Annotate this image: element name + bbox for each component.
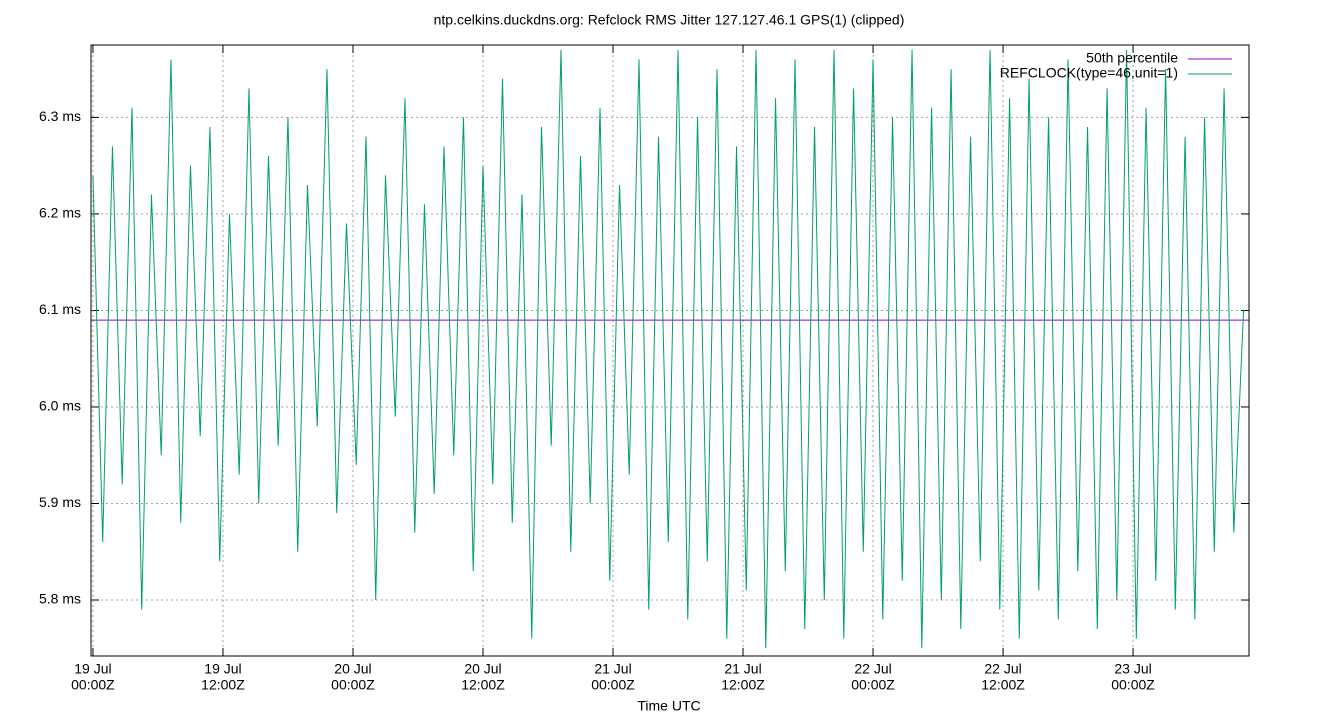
y-tick-label: 5.9 ms [39, 494, 81, 510]
x-tick-label: 21 Jul [594, 661, 631, 677]
x-tick-label: 12:00Z [721, 677, 765, 693]
x-tick-label: 00:00Z [331, 677, 375, 693]
legend-label: REFCLOCK(type=46,unit=1) [1000, 65, 1178, 81]
plot-area [91, 49, 1249, 649]
legend-label: 50th percentile [1086, 50, 1178, 66]
x-tick-label: 20 Jul [464, 661, 501, 677]
x-tick-label: 19 Jul [74, 661, 111, 677]
x-tick-label: 22 Jul [984, 661, 1021, 677]
x-tick-label: 12:00Z [201, 677, 245, 693]
x-tick-label: 00:00Z [71, 677, 115, 693]
series-line [92, 49, 1245, 649]
grid [91, 45, 1249, 656]
x-tick-label: 00:00Z [851, 677, 895, 693]
y-tick-label: 6.0 ms [39, 398, 81, 414]
y-tick-label: 6.3 ms [39, 108, 81, 124]
plot-border [90, 44, 1250, 657]
y-tick-label: 6.1 ms [39, 301, 81, 317]
x-tick-label: 12:00Z [981, 677, 1025, 693]
x-tick-label: 23 Jul [1114, 661, 1151, 677]
x-tick-label: 12:00Z [461, 677, 505, 693]
x-tick-label: 00:00Z [591, 677, 635, 693]
x-tick-label: 21 Jul [724, 661, 761, 677]
x-tick-label: 22 Jul [854, 661, 891, 677]
x-tick-label: 20 Jul [334, 661, 371, 677]
x-tick-label: 00:00Z [1111, 677, 1155, 693]
y-tick-label: 6.2 ms [39, 205, 81, 221]
y-tick-label: 5.8 ms [39, 591, 81, 607]
chart-title: ntp.celkins.duckdns.org: Refclock RMS Ji… [434, 12, 905, 28]
x-tick-label: 19 Jul [204, 661, 241, 677]
x-axis-label: Time UTC [637, 698, 700, 714]
